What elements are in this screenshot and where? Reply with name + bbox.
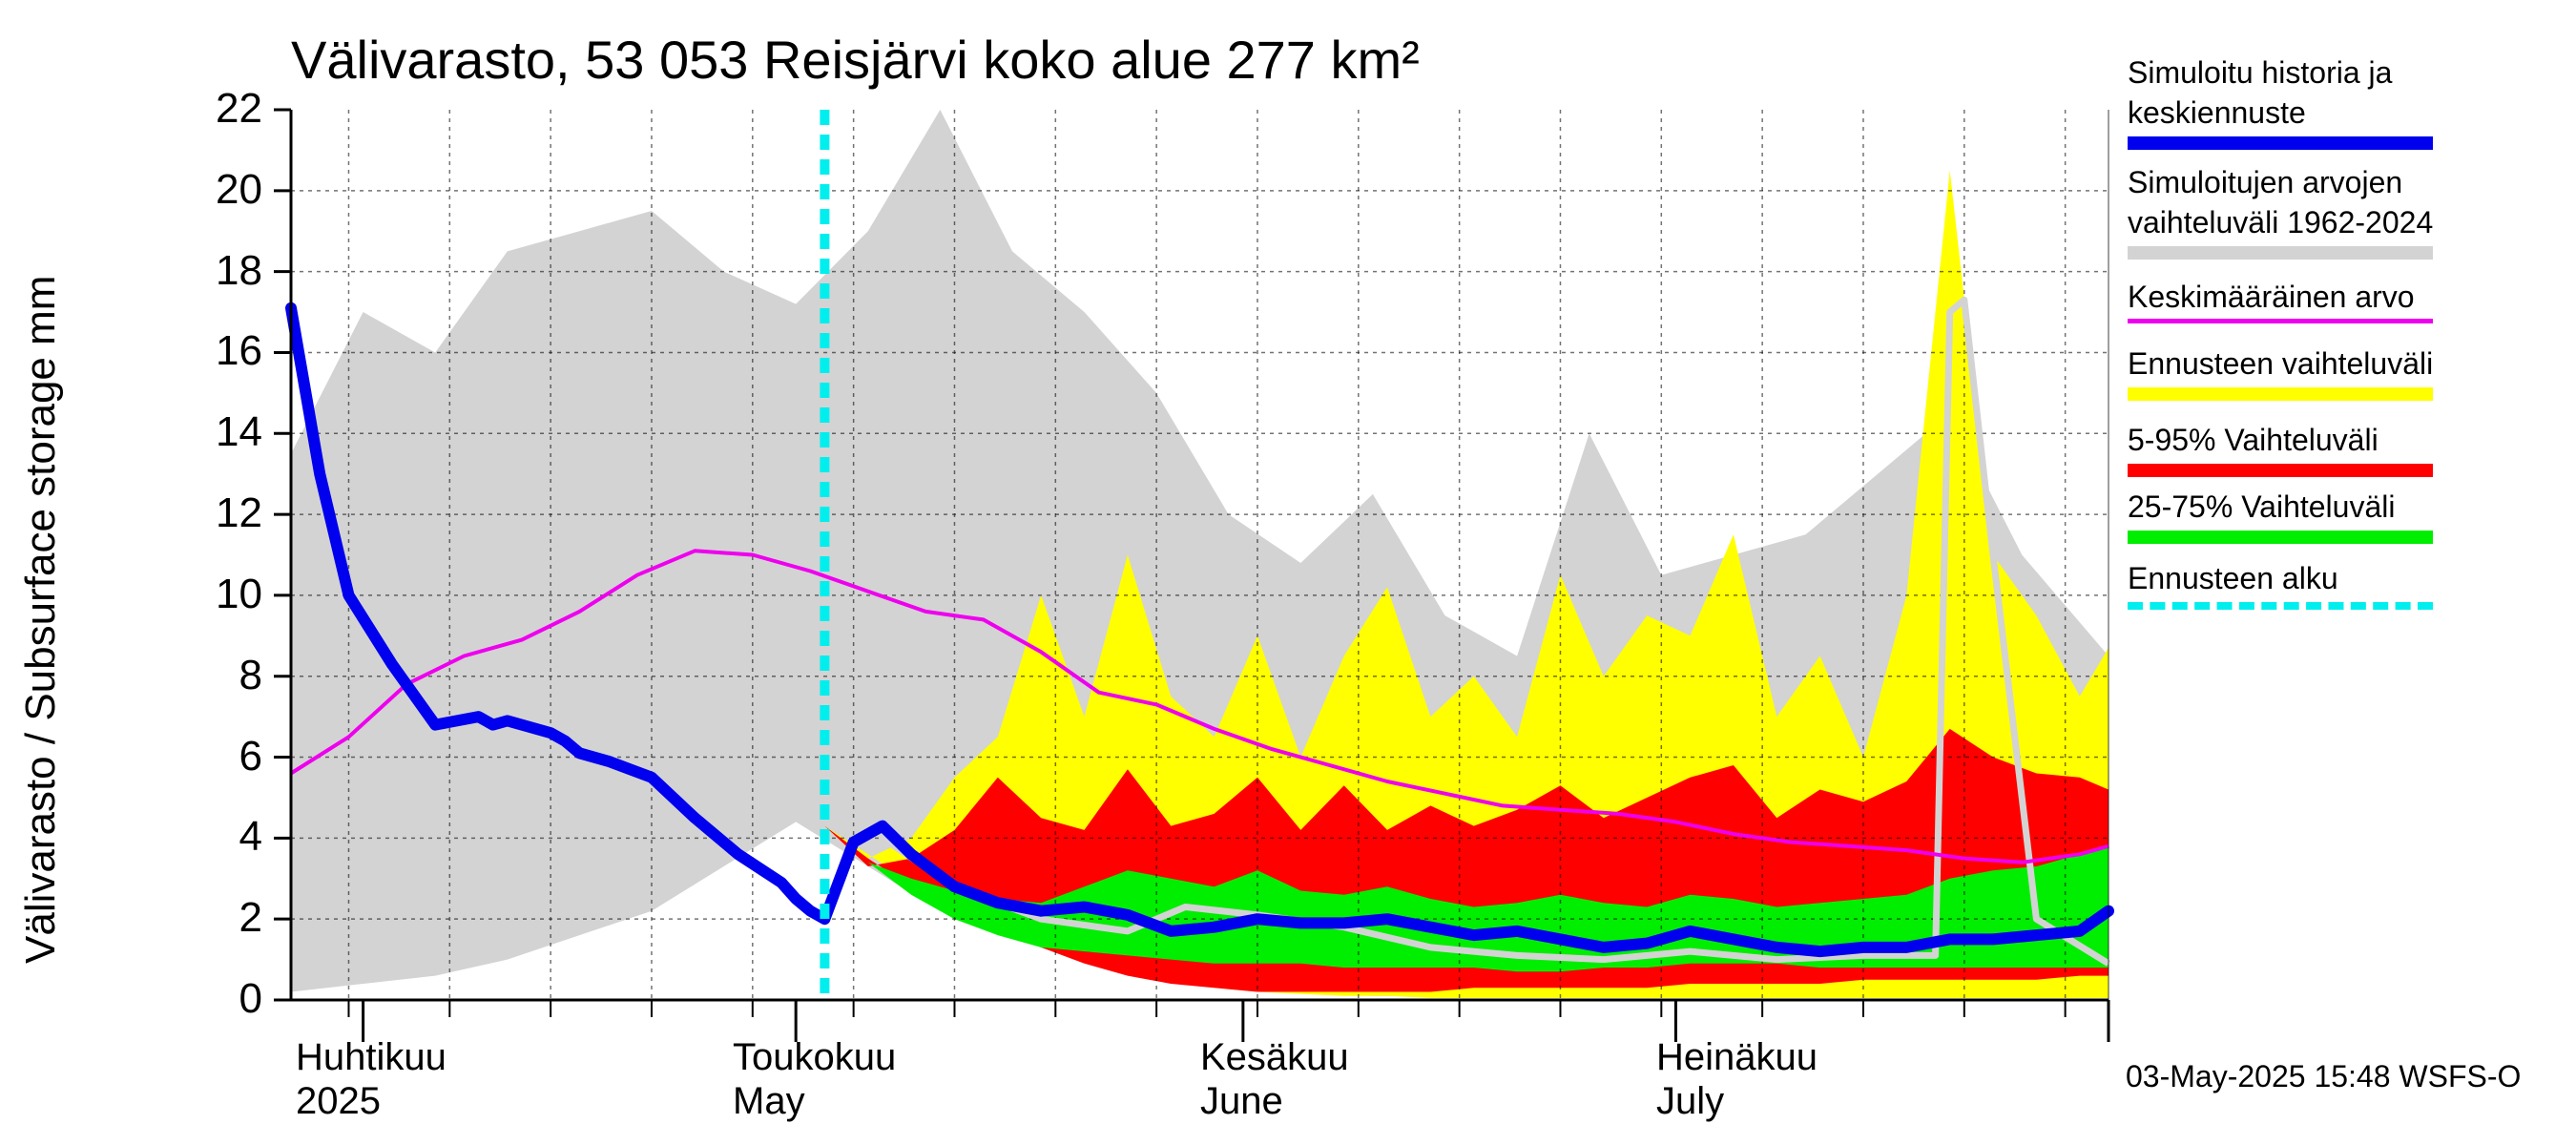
x-tick-april: Huhtikuu 2025 [296,1036,447,1122]
simulated-history-line [285,302,2114,958]
y-tick-label: 18 [216,246,262,294]
y-tick-label: 22 [216,85,262,132]
y-tick-label: 14 [216,408,262,456]
x-tick-may: Toukokuu May [733,1036,897,1122]
y-axis-label: Välivarasto / Subsurface storage mm [17,275,64,964]
y-tick-label: 6 [239,732,262,780]
y-tick-label: 2 [239,894,262,942]
legend-forecast-range: Ennusteen vaihteluväli [2128,344,2566,401]
x-tick-june: Kesäkuu June [1200,1036,1349,1122]
x-tick-july: Heinäkuu July [1656,1036,1818,1122]
legend-5-95-range: 5-95% Vaihteluväli [2128,420,2566,477]
forecast-median-line [880,296,2110,967]
band-forecast-range [824,170,2109,998]
legend-25-75-range: 25-75% Vaihteluväli [2128,487,2566,544]
y-tick-label: 4 [239,813,262,861]
y-tick-label: 0 [239,975,262,1022]
y-tick-label: 20 [216,165,262,213]
band-25-75-range [824,825,2109,972]
plot-area [274,108,2114,1042]
legend-forecast-start: Ennusteen alku [2128,558,2566,610]
y-tick-label: 12 [216,489,262,537]
legend-mean-value: Keskimääräinen arvo [2128,277,2566,323]
y-tick-label: 16 [216,327,262,375]
y-tick-label: 8 [239,651,262,698]
mean-value-line [289,549,2109,864]
timestamp: 03-May-2025 15:48 WSFS-O [2126,1059,2522,1093]
y-tick-label: 10 [216,570,262,617]
legend-simulated-range: Simuloitujen arvojen vaihteluväli 1962-2… [2128,162,2566,260]
legend-simulated-history: Simuloitu historia ja keskiennuste [2128,52,2566,150]
chart-title: Välivarasto, 53 053 Reisjärvi koko alue … [291,30,1420,90]
